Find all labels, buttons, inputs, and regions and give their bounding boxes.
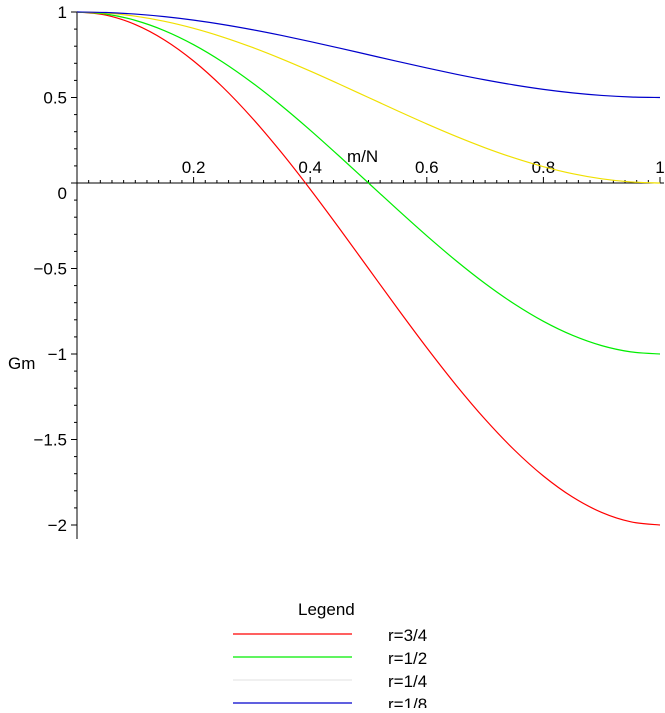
- x-tick-label: 0.6: [415, 158, 439, 177]
- y-tick-label: −1: [48, 345, 67, 364]
- series-line-1: [76, 11, 661, 526]
- curves: [76, 11, 661, 526]
- legend-entry: r=3/4: [388, 626, 427, 645]
- axes: 0.2 0.4 0.6 0.8 1 1 0.5 0 −0.5 −1 −1.5 −2: [33, 3, 665, 539]
- x-tick-label: 0.8: [532, 158, 556, 177]
- series-line-3: [76, 11, 661, 184]
- y-tick-label: −0.5: [33, 260, 67, 279]
- legend-title: Legend: [298, 600, 355, 619]
- y-tick-label: −1.5: [33, 431, 67, 450]
- y-tick-label: −2: [48, 516, 67, 535]
- legend-entry: r=1/8: [388, 695, 427, 708]
- y-tick-label: 1: [58, 3, 67, 22]
- series-line-2: [76, 11, 661, 355]
- x-tick-label: 0.2: [182, 158, 206, 177]
- x-tick-label: 0.4: [298, 158, 322, 177]
- y-axis-label: Gm: [8, 354, 35, 373]
- x-tick-label: 1: [655, 158, 664, 177]
- y-tick-label: 0.5: [43, 89, 67, 108]
- legend: Legend r=3/4 r=1/2 r=1/4 r=1/8: [233, 600, 427, 713]
- legend-entry: r=1/2: [388, 649, 427, 668]
- x-axis-label: m/N: [347, 147, 378, 166]
- series-line-4: [76, 11, 661, 99]
- legend-entry: r=1/4: [388, 672, 427, 691]
- y-tick-label: 0: [58, 184, 67, 203]
